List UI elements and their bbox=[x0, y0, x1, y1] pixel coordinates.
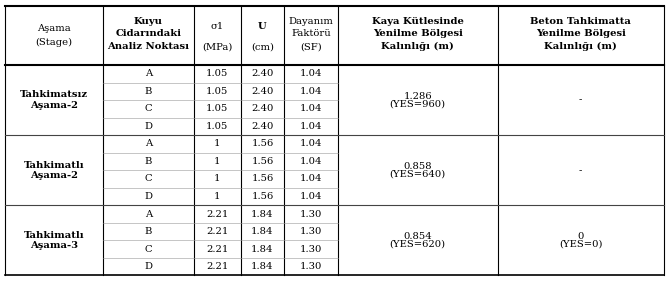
Text: 1.30: 1.30 bbox=[300, 244, 322, 253]
Text: 1: 1 bbox=[214, 192, 221, 201]
Text: 1.05: 1.05 bbox=[206, 69, 229, 78]
Text: A: A bbox=[145, 69, 152, 78]
Text: Tahkimatlı: Tahkimatlı bbox=[24, 161, 84, 170]
Text: Kalınlığı (m): Kalınlığı (m) bbox=[381, 42, 454, 51]
Text: 1.56: 1.56 bbox=[252, 192, 274, 201]
Text: 2.21: 2.21 bbox=[206, 262, 229, 271]
Text: B: B bbox=[145, 157, 152, 166]
Text: 2.40: 2.40 bbox=[252, 87, 274, 96]
Text: 1.84: 1.84 bbox=[251, 210, 274, 219]
Text: 1.84: 1.84 bbox=[251, 262, 274, 271]
Text: D: D bbox=[145, 192, 153, 201]
Text: 1.30: 1.30 bbox=[300, 227, 322, 236]
Text: (Stage): (Stage) bbox=[35, 38, 73, 47]
Text: B: B bbox=[145, 227, 152, 236]
Text: 2.21: 2.21 bbox=[206, 244, 229, 253]
Text: Yenilme Bölgesi: Yenilme Bölgesi bbox=[373, 29, 463, 38]
Text: 1.04: 1.04 bbox=[300, 104, 322, 113]
Text: Aşama-2: Aşama-2 bbox=[30, 171, 78, 180]
Text: (SF): (SF) bbox=[300, 42, 322, 51]
Text: (YES=640): (YES=640) bbox=[389, 170, 446, 179]
Text: 2.40: 2.40 bbox=[252, 122, 274, 131]
Text: Kuyu: Kuyu bbox=[134, 17, 163, 26]
Text: (YES=620): (YES=620) bbox=[390, 240, 446, 249]
Text: (MPa): (MPa) bbox=[202, 42, 233, 51]
Text: A: A bbox=[145, 210, 152, 219]
Text: 1.04: 1.04 bbox=[300, 175, 322, 183]
Text: 2.40: 2.40 bbox=[252, 69, 274, 78]
Text: -: - bbox=[579, 166, 583, 175]
Text: D: D bbox=[145, 262, 153, 271]
Text: 1.05: 1.05 bbox=[206, 87, 229, 96]
Text: 1: 1 bbox=[214, 175, 221, 183]
Text: (YES=960): (YES=960) bbox=[390, 99, 446, 108]
Text: Tahkimatsız: Tahkimatsız bbox=[20, 90, 88, 99]
Text: Tahkimatlı: Tahkimatlı bbox=[24, 231, 84, 240]
Text: 0.858: 0.858 bbox=[403, 162, 432, 171]
Text: U: U bbox=[258, 22, 267, 31]
Text: D: D bbox=[145, 122, 153, 131]
Text: 1.30: 1.30 bbox=[300, 210, 322, 219]
Text: 1.30: 1.30 bbox=[300, 262, 322, 271]
Text: 1.04: 1.04 bbox=[300, 122, 322, 131]
Text: 0.854: 0.854 bbox=[403, 232, 432, 241]
Text: 1.05: 1.05 bbox=[206, 104, 229, 113]
Text: 1.84: 1.84 bbox=[251, 244, 274, 253]
Text: Analiz Noktası: Analiz Noktası bbox=[107, 42, 189, 51]
Text: 1: 1 bbox=[214, 139, 221, 148]
Text: B: B bbox=[145, 87, 152, 96]
Text: Beton Tahkimatta: Beton Tahkimatta bbox=[531, 17, 631, 26]
Text: 1.84: 1.84 bbox=[251, 227, 274, 236]
Text: C: C bbox=[145, 244, 152, 253]
Text: 1.04: 1.04 bbox=[300, 157, 322, 166]
Text: Aşama: Aşama bbox=[37, 24, 71, 33]
Text: Faktörü: Faktörü bbox=[291, 30, 330, 38]
Text: 1.56: 1.56 bbox=[252, 175, 274, 183]
Text: 1.04: 1.04 bbox=[300, 69, 322, 78]
Text: Aşama-3: Aşama-3 bbox=[30, 241, 78, 250]
Text: Dayanım: Dayanım bbox=[288, 17, 333, 26]
Text: σ1: σ1 bbox=[211, 22, 224, 31]
Text: 1.56: 1.56 bbox=[252, 157, 274, 166]
Text: 1.04: 1.04 bbox=[300, 87, 322, 96]
Text: 1.04: 1.04 bbox=[300, 192, 322, 201]
Text: Cidarındaki: Cidarındaki bbox=[115, 30, 181, 38]
Text: C: C bbox=[145, 104, 152, 113]
Text: 1.04: 1.04 bbox=[300, 139, 322, 148]
Text: Yenilme Bölgesi: Yenilme Bölgesi bbox=[536, 29, 626, 38]
Text: Kaya Kütlesinde: Kaya Kütlesinde bbox=[372, 17, 464, 26]
Text: 2.40: 2.40 bbox=[252, 104, 274, 113]
Text: A: A bbox=[145, 139, 152, 148]
Text: (YES=0): (YES=0) bbox=[559, 240, 603, 249]
Text: (cm): (cm) bbox=[251, 42, 274, 51]
Text: 0: 0 bbox=[577, 232, 584, 241]
Text: 1.05: 1.05 bbox=[206, 122, 229, 131]
Text: Kalınlığı (m): Kalınlığı (m) bbox=[545, 42, 617, 51]
Text: C: C bbox=[145, 175, 152, 183]
Text: 1: 1 bbox=[214, 157, 221, 166]
Text: 1.286: 1.286 bbox=[403, 92, 432, 101]
Text: -: - bbox=[579, 96, 583, 105]
Text: 2.21: 2.21 bbox=[206, 227, 229, 236]
Text: 1.56: 1.56 bbox=[252, 139, 274, 148]
Text: Aşama-2: Aşama-2 bbox=[30, 101, 78, 110]
Text: 2.21: 2.21 bbox=[206, 210, 229, 219]
